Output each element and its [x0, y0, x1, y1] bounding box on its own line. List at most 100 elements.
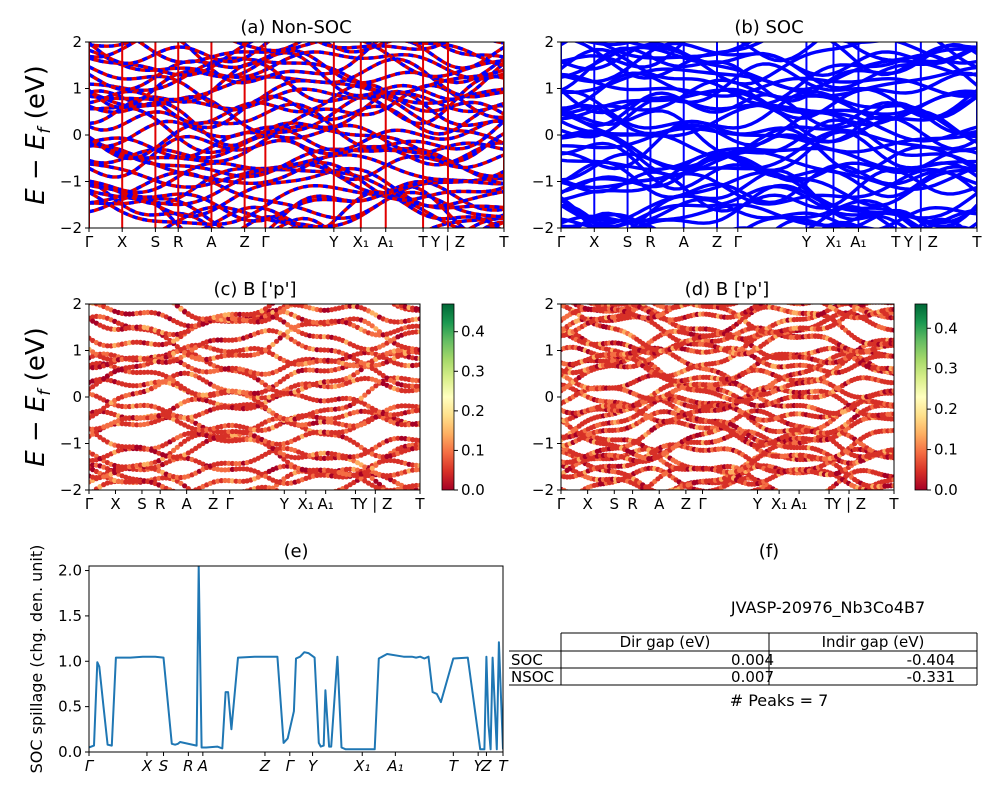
- projection-point: [163, 335, 169, 341]
- panel-b-xtick-label: Y | Z: [903, 233, 938, 251]
- band-line: [561, 160, 977, 205]
- projection-point: [94, 272, 99, 277]
- projection-point: [222, 477, 228, 484]
- projection-point: [318, 307, 324, 313]
- projection-point: [891, 447, 894, 453]
- projection-point: [658, 517, 663, 522]
- projection-point: [288, 304, 294, 307]
- projection-point: [200, 497, 205, 502]
- projection-point: [867, 514, 872, 519]
- projection-point: [182, 350, 188, 356]
- projection-point: [354, 442, 361, 448]
- projection-point: [112, 357, 118, 363]
- projection-point: [112, 516, 117, 521]
- projection-point: [646, 512, 651, 517]
- projection-point: [182, 309, 188, 315]
- projection-point: [218, 467, 224, 473]
- projection-point: [160, 359, 166, 365]
- projection-point: [138, 513, 143, 518]
- projection-point: [740, 508, 745, 513]
- projection-point: [270, 410, 276, 416]
- projection-point: [716, 493, 721, 498]
- projection-point: [355, 286, 360, 291]
- projection-point: [713, 505, 718, 510]
- panel-b-xtick-label: T: [971, 233, 982, 251]
- panel-b-xtick-label: X: [589, 233, 599, 251]
- projection-point: [145, 514, 150, 519]
- projection-point: [311, 280, 316, 285]
- projection-point: [112, 288, 117, 293]
- projection-point: [270, 513, 275, 518]
- projection-point: [314, 347, 320, 353]
- projection-point: [365, 346, 372, 353]
- projection-point: [134, 324, 140, 330]
- panel-b-title: (b) SOC: [734, 17, 803, 38]
- projection-point: [355, 518, 360, 523]
- band-line: [89, 42, 504, 85]
- panel-a-ytick-label: −2: [60, 219, 82, 237]
- projection-point: [196, 316, 202, 322]
- projection-point: [891, 483, 894, 489]
- projection-point: [376, 481, 383, 487]
- projection-point: [667, 500, 672, 505]
- projection-point: [637, 511, 642, 516]
- projection-point: [574, 504, 579, 509]
- projection-point: [127, 293, 132, 298]
- panel-b-ytick-label: −2: [532, 219, 554, 237]
- projection-point: [255, 427, 261, 433]
- projection-point: [707, 505, 712, 510]
- projection-point: [109, 516, 114, 521]
- projection-point: [321, 455, 327, 461]
- projection-point: [241, 505, 246, 510]
- projection-point: [134, 444, 140, 450]
- projection-point: [810, 495, 815, 500]
- projection-point: [119, 444, 125, 450]
- projection-point: [619, 496, 624, 501]
- projection-point: [234, 498, 239, 503]
- projection-point: [130, 444, 136, 450]
- projection-point: [634, 512, 639, 517]
- projection-point: [130, 478, 136, 485]
- panel-a-ytick-label: −1: [60, 173, 82, 191]
- projection-point: [196, 427, 202, 433]
- projection-point: [692, 506, 697, 511]
- projection-point: [373, 462, 379, 468]
- projection-point: [281, 306, 287, 312]
- projection-point: [262, 382, 269, 388]
- projection-point: [417, 316, 420, 322]
- projection-point: [318, 280, 323, 285]
- band-line: [561, 128, 977, 172]
- projection-point: [182, 415, 188, 421]
- band-line-dashed: [89, 183, 504, 228]
- projection-point: [322, 280, 327, 285]
- projection-point: [244, 436, 250, 442]
- projection-point: [413, 323, 419, 329]
- ylabel-row2: E − Ef (eV): [21, 327, 55, 467]
- band-line: [561, 203, 930, 228]
- projection-point: [123, 444, 129, 450]
- projection-point: [601, 503, 606, 508]
- projection-point: [719, 504, 724, 509]
- band-line-dashed: [89, 179, 504, 223]
- projection-point: [370, 519, 375, 524]
- projection-point: [410, 496, 415, 501]
- projection-point: [245, 507, 250, 512]
- projection-point: [369, 416, 375, 422]
- band-line-dashed: [89, 56, 504, 95]
- projection-point: [643, 514, 648, 519]
- projection-point: [737, 496, 742, 501]
- panel-c-title: (c) B ['p']: [213, 279, 296, 300]
- projection-point: [565, 502, 570, 507]
- projection-point: [200, 492, 205, 497]
- projection-point: [351, 472, 357, 478]
- projection-point: [93, 381, 99, 387]
- projection-point: [743, 492, 748, 497]
- projection-point: [891, 402, 894, 408]
- projection-point: [164, 514, 169, 519]
- projection-point: [725, 502, 730, 507]
- projection-point: [340, 511, 345, 516]
- projection-point: [97, 272, 102, 277]
- projection-point: [259, 379, 265, 385]
- projection-point: [241, 498, 246, 503]
- projection-point: [574, 494, 579, 499]
